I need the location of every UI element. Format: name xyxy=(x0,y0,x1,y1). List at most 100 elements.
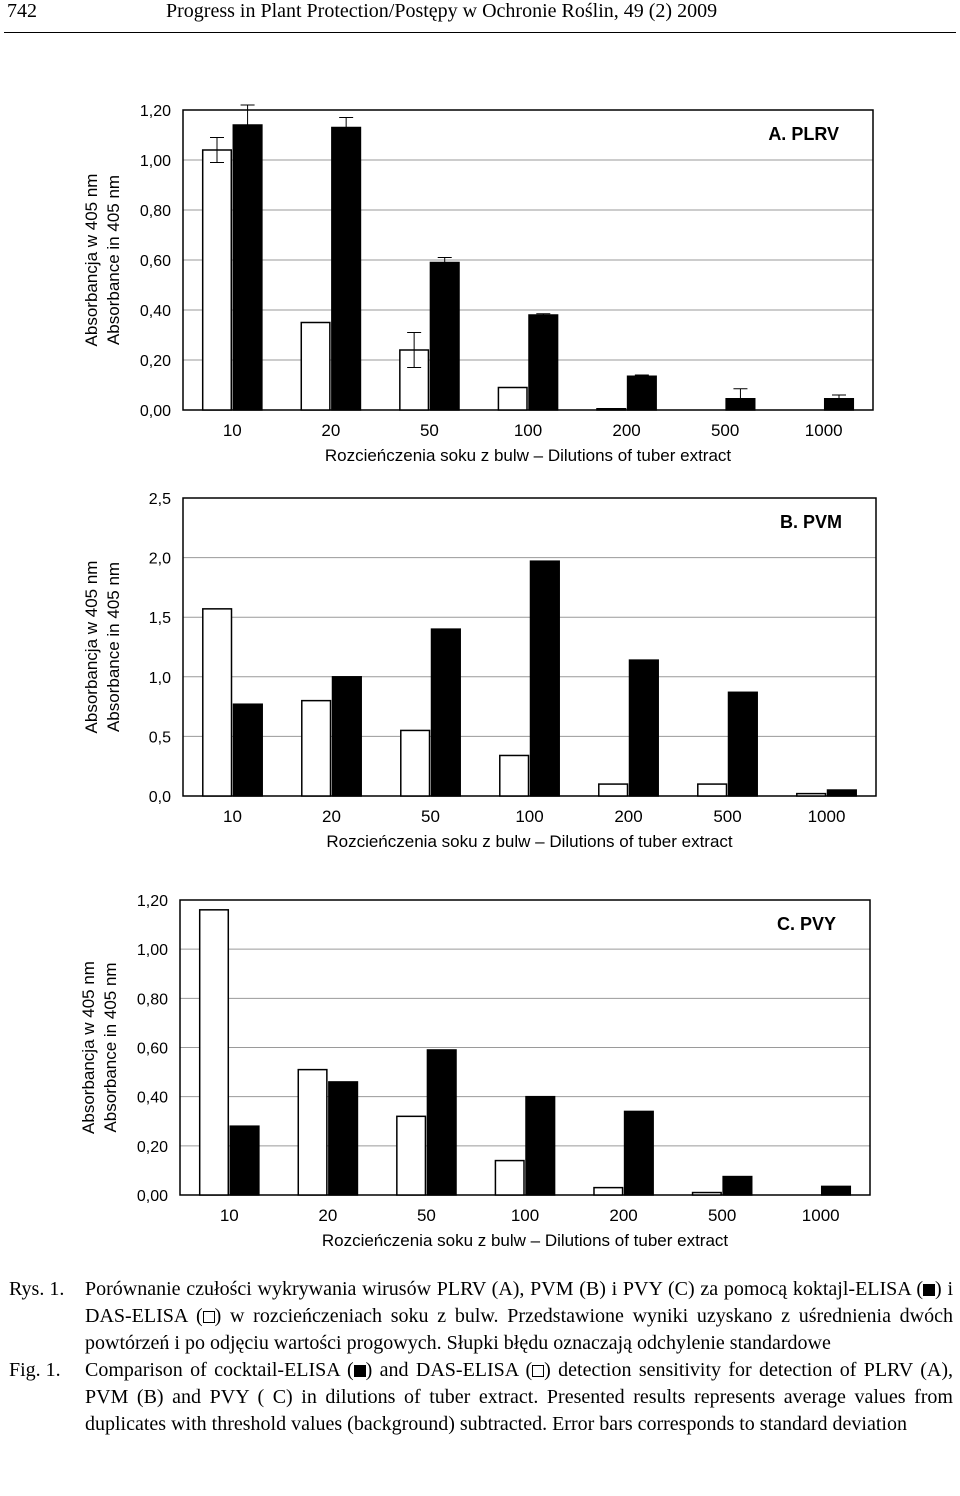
x-tick-label: 10 xyxy=(220,1206,239,1225)
page-header: 742 Progress in Plant Protection/Postępy… xyxy=(0,0,960,40)
y-tick-label: 0,40 xyxy=(137,1090,168,1107)
bar-cocktail-elisa xyxy=(528,314,559,411)
x-tick-label: 200 xyxy=(614,807,642,826)
figure-caption: Rys. 1. Porównanie czułości wykrywania w… xyxy=(9,1276,953,1438)
bar-cocktail-elisa xyxy=(529,560,560,797)
x-tick-label: 50 xyxy=(417,1206,436,1225)
bar-cocktail-elisa xyxy=(429,261,460,411)
bar-das-elisa xyxy=(593,1186,624,1196)
y-axis-label-line: Absorbancja w 405 nm xyxy=(79,961,98,1134)
y-tick-label: 1,20 xyxy=(140,103,171,120)
bar-das-elisa xyxy=(596,408,627,411)
x-tick-label: 200 xyxy=(612,421,640,440)
running-head: Progress in Plant Protection/Postępy w O… xyxy=(166,0,718,22)
plot-frame xyxy=(179,899,871,1196)
x-tick-label: 10 xyxy=(223,421,242,440)
plot-frame xyxy=(182,497,877,797)
x-tick-label: 100 xyxy=(514,421,542,440)
plot-frame xyxy=(182,109,874,411)
chart-pvy: 0,00 0,20 0,40 0,60 0,80 1,00 1,20 10 20 50 100 200… xyxy=(79,893,871,1250)
caption-text-pl-2: ) i DAS-ELISA ( xyxy=(85,1278,954,1327)
bar-cocktail-elisa xyxy=(331,126,362,411)
bar-cocktail-elisa xyxy=(727,691,758,797)
y-tick-label: 0,60 xyxy=(137,1041,168,1058)
x-tick-label: 1000 xyxy=(808,807,846,826)
x-tick-label: 500 xyxy=(708,1206,736,1225)
bar-das-elisa xyxy=(202,608,233,797)
y-axis-label: Absorbancja w 405 nm Absorbance in 405 nm xyxy=(82,174,123,347)
caption-text-en-3: ) detection sensitivity for detection of… xyxy=(85,1359,953,1435)
y-tick-label: 0,80 xyxy=(137,991,168,1008)
x-tick-label: 20 xyxy=(321,421,340,440)
bar-das-elisa xyxy=(598,783,629,797)
bar-cocktail-elisa xyxy=(525,1095,556,1196)
x-tick-label: 200 xyxy=(609,1206,637,1225)
black-square-icon xyxy=(353,1365,366,1377)
header-rule xyxy=(4,32,956,33)
y-tick-label: 1,20 xyxy=(137,893,168,910)
bar-das-elisa xyxy=(396,1115,427,1196)
white-square-icon xyxy=(532,1365,545,1377)
caption-text-pl-3: ) w rozcieńczeniach soku z bulw. Przedst… xyxy=(85,1305,953,1354)
y-tick-label: 0,60 xyxy=(140,253,171,270)
bar-cocktail-elisa xyxy=(232,124,263,411)
bar-cocktail-elisa xyxy=(331,676,362,797)
bar-das-elisa xyxy=(497,386,528,411)
bar-cocktail-elisa xyxy=(722,1175,753,1196)
y-tick-label: 0,80 xyxy=(140,203,171,220)
black-square-icon xyxy=(923,1284,936,1296)
bar-cocktail-elisa xyxy=(820,1185,852,1196)
x-tick-label: 500 xyxy=(711,421,739,440)
caption-text-pl-1: Porównanie czułości wykrywania wirusów P… xyxy=(85,1278,924,1300)
bar-cocktail-elisa xyxy=(826,789,857,797)
y-tick-label: 0,0 xyxy=(149,789,171,806)
x-tick-label: 100 xyxy=(515,807,543,826)
bar-cocktail-elisa xyxy=(426,1049,457,1196)
y-tick-label: 1,5 xyxy=(149,610,171,627)
page-number: 742 xyxy=(7,0,37,22)
bar-cocktail-elisa xyxy=(232,703,263,797)
y-tick-label: 1,0 xyxy=(149,670,171,687)
bar-cocktail-elisa xyxy=(626,375,657,411)
bar-das-elisa xyxy=(400,729,431,797)
caption-label-en: Fig. 1. xyxy=(9,1359,61,1381)
y-tick-label: 0,00 xyxy=(137,1188,168,1205)
caption-text-en-1: Comparison of cocktail-ELISA ( xyxy=(85,1359,354,1381)
bar-das-elisa xyxy=(201,149,233,411)
x-axis-label: Rozcieńczenia soku z bulw – Dilutions of… xyxy=(325,446,732,465)
y-tick-label: 1,00 xyxy=(137,942,168,959)
bar-cocktail-elisa xyxy=(328,1081,359,1196)
chart-pvm: 0,0 0,5 1,0 1,5 2,0 2,5 10 20 50 100 200 500 1000 Roz… xyxy=(82,491,877,851)
x-tick-label: 10 xyxy=(223,807,242,826)
bar-cocktail-elisa xyxy=(628,659,659,797)
y-tick-label: 2,5 xyxy=(149,491,171,508)
bar-das-elisa xyxy=(300,321,331,411)
caption-polish: Rys. 1. Porównanie czułości wykrywania w… xyxy=(9,1276,953,1357)
white-square-icon xyxy=(202,1311,215,1323)
x-tick-label: 500 xyxy=(713,807,741,826)
y-axis-label-line: Absorbance in 405 nm xyxy=(104,175,123,345)
bar-das-elisa xyxy=(297,1068,328,1196)
y-tick-label: 2,0 xyxy=(149,551,171,568)
y-axis-label: Absorbancja w 405 nm Absorbance in 405 nm xyxy=(82,561,123,734)
bar-cocktail-elisa xyxy=(623,1110,654,1196)
y-axis-label-line: Absorbancja w 405 nm xyxy=(82,174,101,347)
x-tick-label: 100 xyxy=(511,1206,539,1225)
bar-das-elisa xyxy=(301,699,332,797)
x-tick-label: 50 xyxy=(420,421,439,440)
y-axis-label-line: Absorbance in 405 nm xyxy=(101,962,120,1132)
caption-label-pl: Rys. 1. xyxy=(9,1278,65,1300)
y-tick-label: 1,00 xyxy=(140,153,171,170)
caption-english: Fig. 1. Comparison of cocktail-ELISA () … xyxy=(9,1357,953,1438)
panel-title: C. PVY xyxy=(777,914,836,934)
x-tick-label: 1000 xyxy=(805,421,843,440)
y-axis-label: Absorbancja w 405 nm Absorbance in 405 nm xyxy=(79,961,120,1134)
bar-cocktail-elisa xyxy=(430,628,461,797)
y-tick-label: 0,20 xyxy=(140,353,171,370)
bar-das-elisa xyxy=(198,909,230,1196)
panel-title: A. PLRV xyxy=(768,124,839,144)
bar-das-elisa xyxy=(796,792,827,797)
y-axis-label-line: Absorbance in 405 nm xyxy=(104,562,123,732)
x-axis-label: Rozcieńczenia soku z bulw – Dilutions of… xyxy=(322,1231,729,1250)
y-tick-label: 0,40 xyxy=(140,303,171,320)
